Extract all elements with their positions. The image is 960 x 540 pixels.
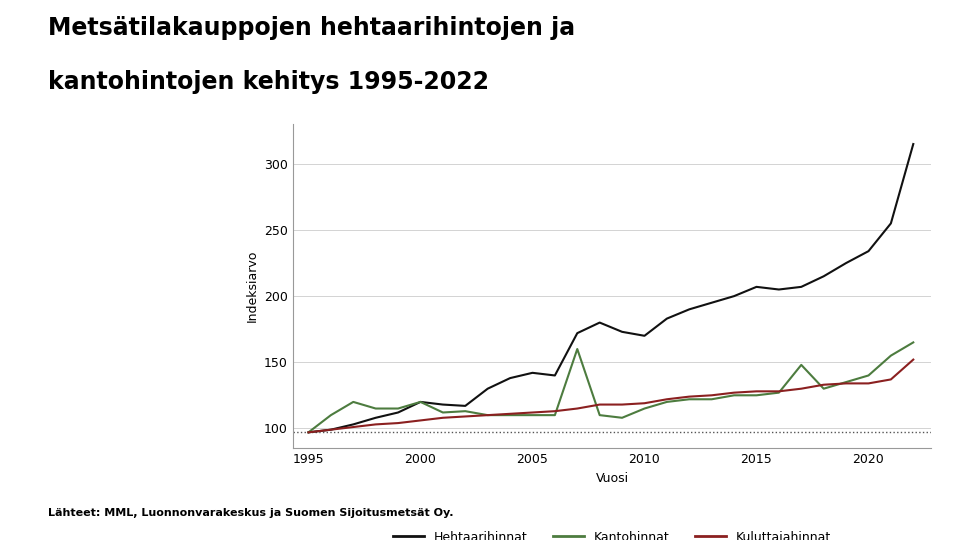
Hehtaarihinnat: [325, 427, 337, 433]
Kantohinnat: [393, 406, 404, 412]
Kuluttajahinnat: [482, 412, 493, 418]
Hehtaarihinnat: [437, 401, 448, 408]
Y-axis label: Indeksiarvo: Indeksiarvo: [246, 250, 258, 322]
Kuluttajahinnat: [325, 427, 337, 433]
Kantohinnat: [348, 399, 359, 405]
Hehtaarihinnat: [482, 386, 493, 392]
Kantohinnat: [594, 412, 606, 418]
Kuluttajahinnat: [571, 406, 583, 412]
Text: Metsätilakauppojen hehtaarihintojen ja: Metsätilakauppojen hehtaarihintojen ja: [48, 16, 575, 40]
Kantohinnat: [773, 389, 784, 396]
Kantohinnat: [684, 396, 695, 402]
Kantohinnat: [729, 392, 740, 399]
Hehtaarihinnat: [773, 286, 784, 293]
Kuluttajahinnat: [885, 376, 897, 383]
Kuluttajahinnat: [638, 400, 650, 407]
Kantohinnat: [460, 408, 471, 414]
Kantohinnat: [415, 399, 426, 405]
Hehtaarihinnat: [549, 372, 561, 379]
Kantohinnat: [751, 392, 762, 399]
Hehtaarihinnat: [460, 403, 471, 409]
Kantohinnat: [325, 412, 337, 418]
Kantohinnat: [616, 415, 628, 421]
Kuluttajahinnat: [549, 408, 561, 414]
Hehtaarihinnat: [571, 330, 583, 336]
Hehtaarihinnat: [348, 421, 359, 428]
Kuluttajahinnat: [370, 421, 381, 428]
Line: Kuluttajahinnat: Kuluttajahinnat: [308, 360, 913, 433]
Hehtaarihinnat: [840, 260, 852, 266]
Kantohinnat: [885, 353, 897, 359]
Text: kantohintojen kehitys 1995-2022: kantohintojen kehitys 1995-2022: [48, 70, 489, 94]
Kantohinnat: [840, 379, 852, 386]
Kuluttajahinnat: [460, 413, 471, 420]
Hehtaarihinnat: [729, 293, 740, 299]
Kantohinnat: [437, 409, 448, 416]
Hehtaarihinnat: [302, 429, 314, 436]
Hehtaarihinnat: [818, 273, 829, 280]
Kantohinnat: [549, 412, 561, 418]
Kuluttajahinnat: [594, 401, 606, 408]
Hehtaarihinnat: [527, 369, 539, 376]
Kuluttajahinnat: [751, 388, 762, 395]
Kuluttajahinnat: [840, 380, 852, 387]
Kuluttajahinnat: [706, 392, 717, 399]
Hehtaarihinnat: [885, 220, 897, 227]
Hehtaarihinnat: [684, 306, 695, 313]
Hehtaarihinnat: [594, 319, 606, 326]
Kantohinnat: [504, 412, 516, 418]
Text: Lähteet: MML, Luonnonvarakeskus ja Suomen Sijoitusmetsät Oy.: Lähteet: MML, Luonnonvarakeskus ja Suome…: [48, 508, 453, 518]
Kantohinnat: [527, 412, 539, 418]
Kantohinnat: [302, 429, 314, 436]
Kantohinnat: [482, 412, 493, 418]
Hehtaarihinnat: [415, 399, 426, 405]
Hehtaarihinnat: [706, 300, 717, 306]
Hehtaarihinnat: [661, 315, 673, 322]
Kuluttajahinnat: [302, 429, 314, 436]
Kuluttajahinnat: [796, 386, 807, 392]
Hehtaarihinnat: [751, 284, 762, 290]
Hehtaarihinnat: [907, 141, 919, 147]
Kantohinnat: [571, 346, 583, 352]
Kantohinnat: [818, 386, 829, 392]
Kuluttajahinnat: [348, 424, 359, 430]
Hehtaarihinnat: [616, 328, 628, 335]
Kuluttajahinnat: [504, 410, 516, 417]
Hehtaarihinnat: [863, 248, 875, 254]
Hehtaarihinnat: [638, 333, 650, 339]
Kuluttajahinnat: [773, 388, 784, 395]
Kuluttajahinnat: [437, 415, 448, 421]
Kantohinnat: [638, 406, 650, 412]
Kantohinnat: [706, 396, 717, 402]
Kuluttajahinnat: [661, 396, 673, 402]
Line: Kantohinnat: Kantohinnat: [308, 342, 913, 433]
Kantohinnat: [907, 339, 919, 346]
Kuluttajahinnat: [684, 393, 695, 400]
Kantohinnat: [661, 399, 673, 405]
Kuluttajahinnat: [863, 380, 875, 387]
Hehtaarihinnat: [393, 409, 404, 416]
X-axis label: Vuosi: Vuosi: [595, 471, 629, 484]
Hehtaarihinnat: [796, 284, 807, 290]
Kuluttajahinnat: [729, 389, 740, 396]
Kuluttajahinnat: [818, 381, 829, 388]
Kuluttajahinnat: [393, 420, 404, 426]
Kuluttajahinnat: [907, 356, 919, 363]
Legend: Hehtaarihinnat, Kantohinnat, Kuluttajahinnat: Hehtaarihinnat, Kantohinnat, Kuluttajahi…: [388, 526, 836, 540]
Hehtaarihinnat: [370, 415, 381, 421]
Line: Hehtaarihinnat: Hehtaarihinnat: [308, 144, 913, 433]
Kantohinnat: [796, 362, 807, 368]
Hehtaarihinnat: [504, 375, 516, 381]
Kuluttajahinnat: [415, 417, 426, 424]
Kantohinnat: [863, 372, 875, 379]
Kuluttajahinnat: [616, 401, 628, 408]
Kuluttajahinnat: [527, 409, 539, 416]
Kantohinnat: [370, 406, 381, 412]
